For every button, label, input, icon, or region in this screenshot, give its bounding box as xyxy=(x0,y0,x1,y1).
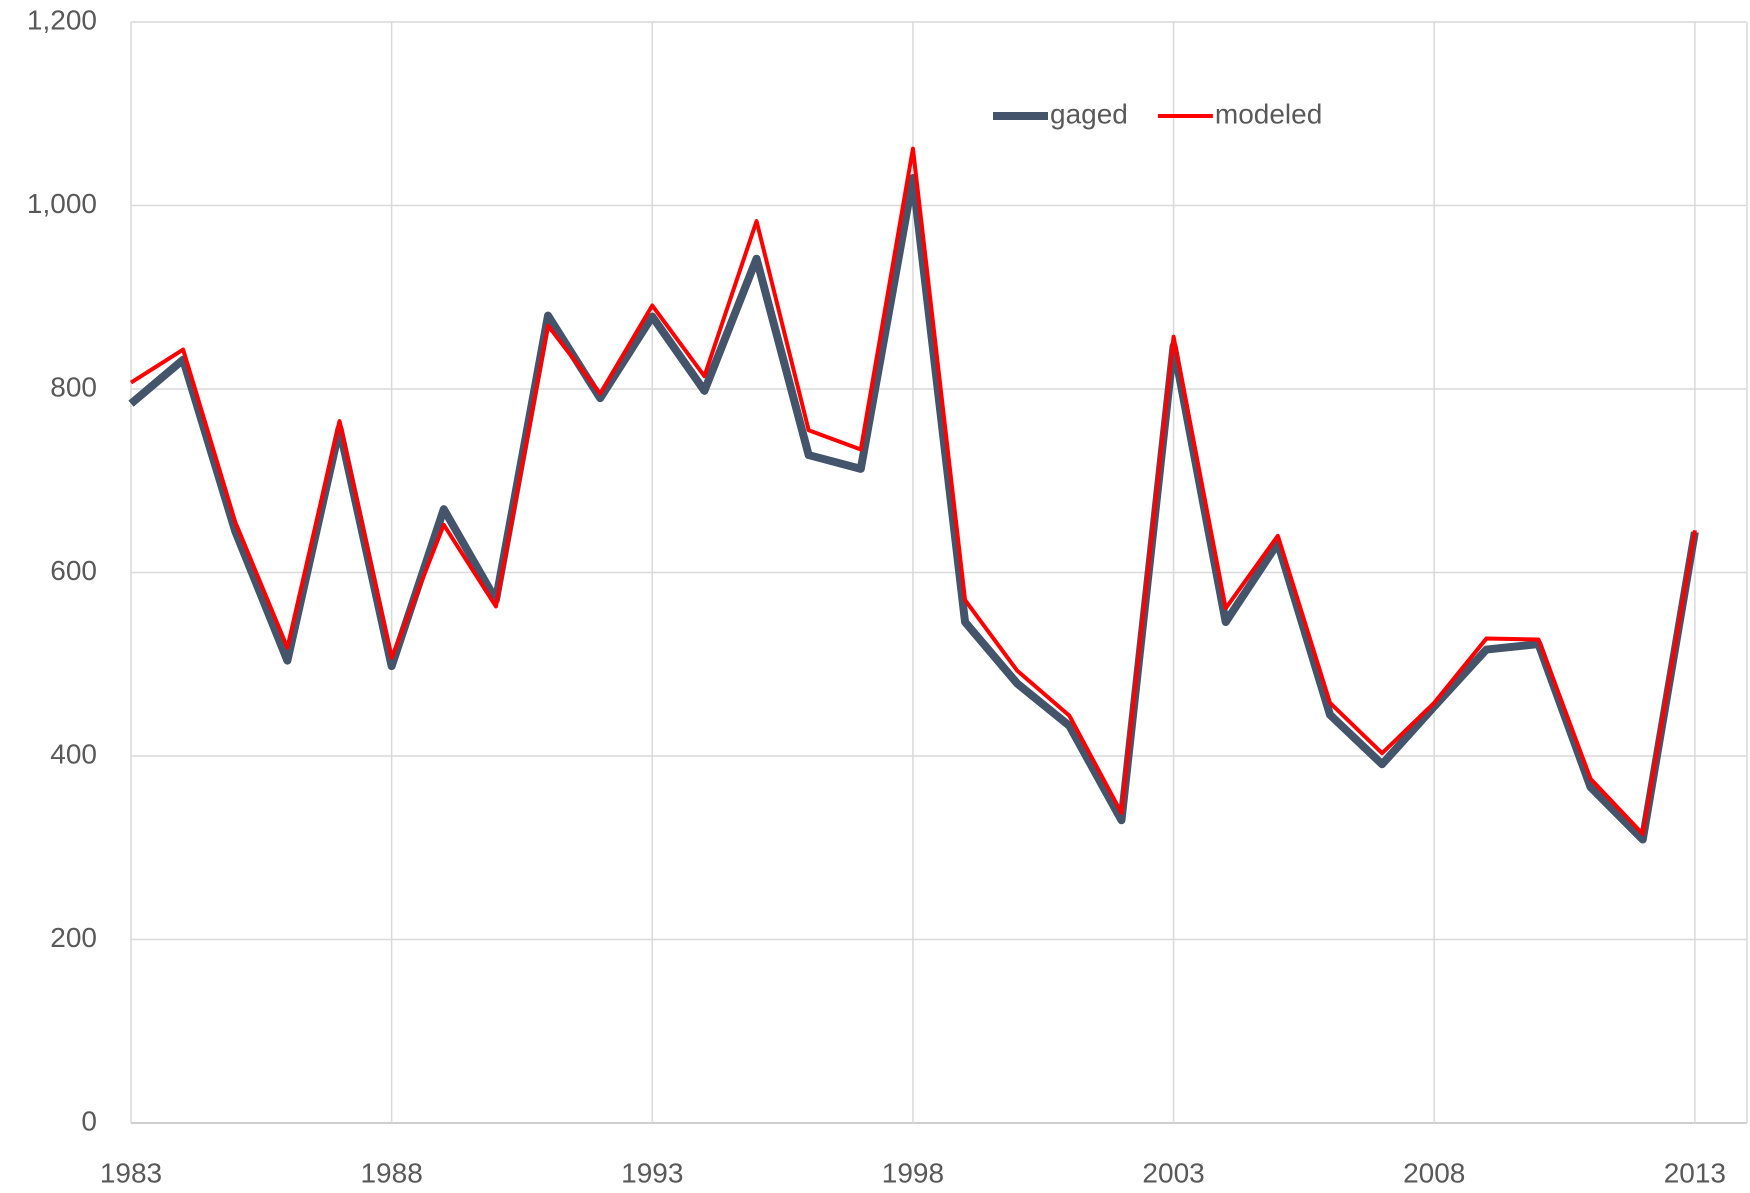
x-tick-label: 2013 xyxy=(1664,1157,1726,1188)
y-tick-label: 1,200 xyxy=(27,4,97,35)
x-tick-label: 1998 xyxy=(882,1157,944,1188)
y-tick-label: 400 xyxy=(50,738,97,769)
data-line xyxy=(128,173,1699,844)
x-tick-label: 1993 xyxy=(621,1157,683,1188)
x-tick-label: 2003 xyxy=(1142,1157,1204,1188)
data-line xyxy=(129,146,1697,836)
y-tick-label: 600 xyxy=(50,555,97,586)
legend-label: gaged xyxy=(1050,98,1128,129)
x-tick-label: 1983 xyxy=(100,1157,162,1188)
y-tick-label: 200 xyxy=(50,922,97,953)
legend-label: modeled xyxy=(1215,98,1322,129)
x-tick-label: 2008 xyxy=(1403,1157,1465,1188)
y-tick-label: 0 xyxy=(81,1105,97,1136)
x-tick-label: 1988 xyxy=(360,1157,422,1188)
y-tick-label: 1,000 xyxy=(27,188,97,219)
y-tick-label: 800 xyxy=(50,371,97,402)
